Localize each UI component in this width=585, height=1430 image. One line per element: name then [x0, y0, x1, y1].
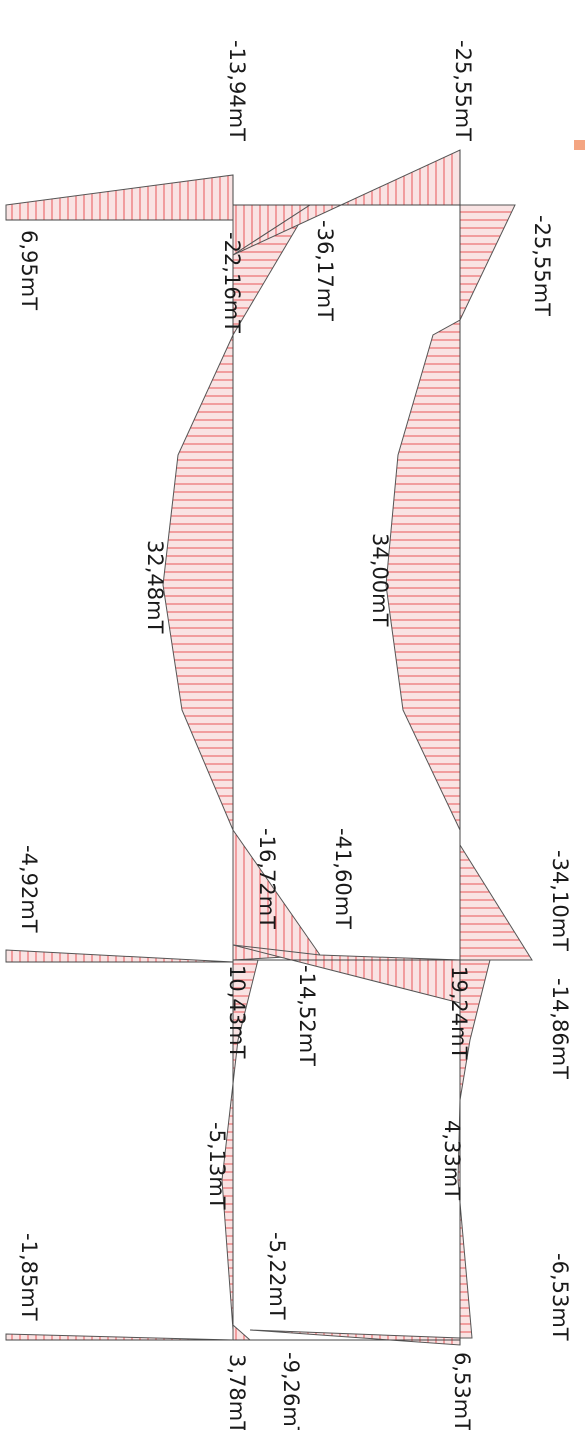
- moment-label-13: 10,43mT: [225, 965, 249, 1059]
- moment-label-17: -5,13mT: [205, 1122, 229, 1210]
- moment-label-2: -25,55mT: [451, 40, 475, 141]
- accent-mark: [574, 140, 585, 150]
- moment-label-3: -25,55mT: [530, 215, 554, 316]
- moment-label-15: 19,24mT: [447, 966, 471, 1060]
- moment-label-24: 6,53mT: [450, 1352, 474, 1430]
- moment-area-left-top: [5, 174, 234, 221]
- moment-label-12: -34,10mT: [548, 850, 572, 951]
- moment-label-18: 4,33mT: [440, 1120, 464, 1200]
- moment-label-11: -41,60mT: [331, 828, 355, 929]
- moment-label-23: -9,26mT: [279, 1352, 303, 1430]
- moment-label-8: 34,00mT: [368, 533, 392, 627]
- moment-label-14: -14,52mT: [295, 965, 319, 1066]
- moment-area-mid-beam-bot: [249, 1329, 461, 1346]
- moment-label-20: -5,22mT: [265, 1232, 289, 1320]
- moment-area-left-mid: [5, 949, 234, 963]
- moment-area-joint-2: [232, 828, 321, 961]
- moment-label-10: -16,72mT: [255, 828, 279, 929]
- moment-label-19: -1,85mT: [17, 1233, 41, 1321]
- moment-area-joint-3: [232, 1323, 252, 1341]
- moment-label-16: -14,86mT: [548, 978, 572, 1079]
- moment-area-mid-beam-top: [232, 149, 461, 256]
- moment-label-9: -4,92mT: [17, 845, 41, 933]
- moment-label-21: -6,53mT: [548, 1253, 572, 1341]
- moment-label-4: 6,95mT: [17, 230, 41, 310]
- moment-area-mid-beam-mid: [232, 944, 461, 1004]
- moment-label-1: -13,94mT: [225, 40, 249, 141]
- moment-label-22: 3,78mT: [225, 1354, 249, 1430]
- moment-label-6: -36,17mT: [313, 220, 337, 321]
- moment-label-7: 32,48mT: [143, 540, 167, 634]
- moment-area-left-bot: [5, 1333, 234, 1341]
- moment-area-column-1: [162, 204, 311, 1331]
- moment-label-5: -22,16mT: [220, 232, 244, 333]
